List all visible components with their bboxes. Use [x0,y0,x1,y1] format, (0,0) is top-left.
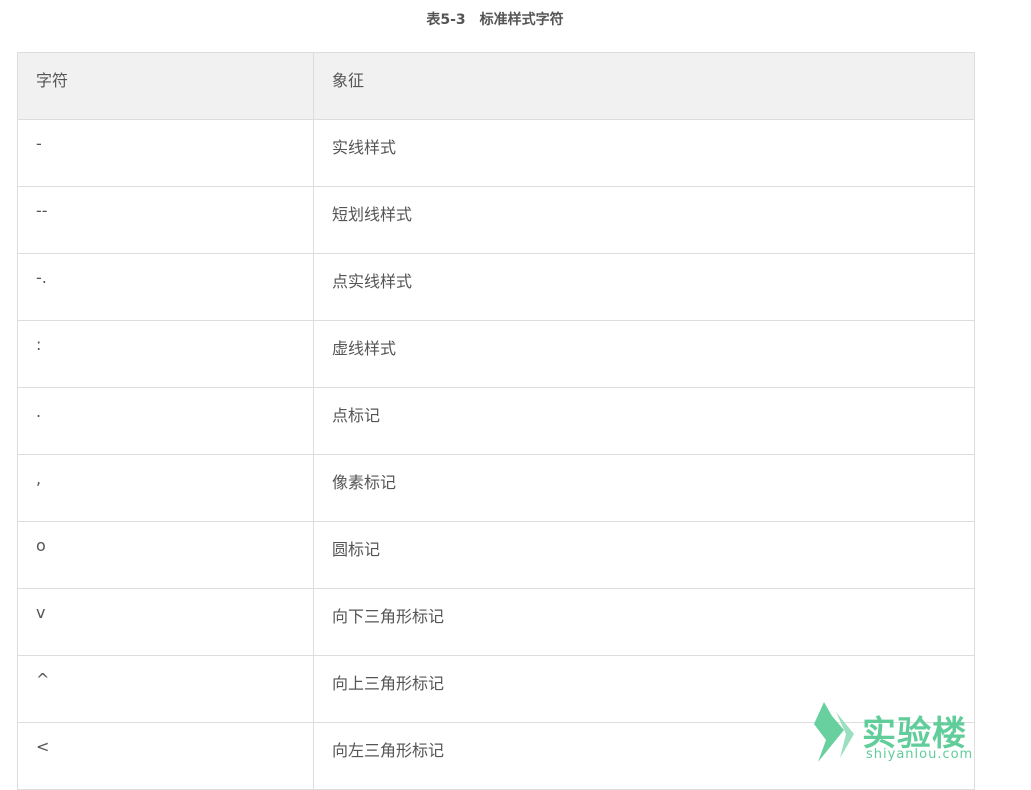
watermark-url: shiyanlou.com [866,747,974,762]
cell-character: : [17,320,314,388]
header-character: 字符 [17,52,314,120]
table-row: -. 点实线样式 [17,253,975,321]
cell-meaning: 实线样式 [313,119,975,187]
table-row: ^ 向上三角形标记 [17,655,975,723]
cell-character: -. [17,253,314,321]
table-row: -- 短划线样式 [17,186,975,254]
cell-character: - [17,119,314,187]
cell-character: -- [17,186,314,254]
table-row: < 向左三角形标记 [17,722,975,790]
table-row: - 实线样式 [17,119,975,187]
watermark-brand-name: 实验楼 [862,714,967,754]
cell-meaning: 点实线样式 [313,253,975,321]
cell-character: ^ [17,655,314,723]
table-row: : 虚线样式 [17,320,975,388]
watermark: 实验楼 shiyanlou.com [810,700,1010,770]
style-characters-table: 字符 象征 - 实线样式 -- 短划线样式 -. 点实线样式 : 虚线样式 . … [17,52,975,790]
table-row: v 向下三角形标记 [17,588,975,656]
table-row: . 点标记 [17,387,975,455]
cell-meaning: 向下三角形标记 [313,588,975,656]
cell-meaning: 短划线样式 [313,186,975,254]
header-meaning: 象征 [313,52,975,120]
cell-meaning: 圆标记 [313,521,975,589]
cell-character: o [17,521,314,589]
table-row: , 像素标记 [17,454,975,522]
table-row: o 圆标记 [17,521,975,589]
cell-character: v [17,588,314,656]
table-caption: 表5-3 标准样式字符 [426,12,564,28]
cell-meaning: 虚线样式 [313,320,975,388]
leaf-logo-icon [814,702,854,762]
cell-character: , [17,454,314,522]
cell-meaning: 向上三角形标记 [313,655,975,723]
cell-meaning: 向左三角形标记 [313,722,975,790]
cell-character: < [17,722,314,790]
cell-meaning: 点标记 [313,387,975,455]
cell-meaning: 像素标记 [313,454,975,522]
cell-character: . [17,387,314,455]
table-header-row: 字符 象征 [17,52,975,120]
